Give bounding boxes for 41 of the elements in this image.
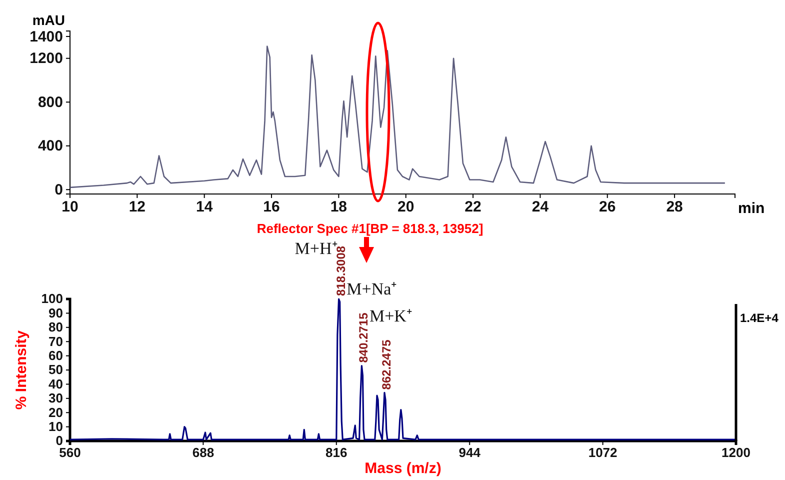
y-tick-label: 60	[48, 348, 63, 363]
text: 1.4E+4	[740, 311, 779, 325]
y-tick-label: 0	[54, 181, 63, 198]
x-tick-label: 816	[326, 445, 348, 460]
y-axis-title: % Intensity	[13, 330, 30, 410]
x-tick-label: 24	[532, 198, 550, 216]
line-series	[69, 46, 726, 188]
x-tick-label: 22	[464, 198, 482, 216]
chart-title: Reflector Spec #1[BP = 818.3, 13952]	[256, 221, 484, 236]
x-tick-label: 18	[330, 198, 348, 216]
text: M+Na⁺	[346, 280, 398, 299]
annotation: M+K⁺	[369, 306, 412, 326]
y-tick-label: 30	[48, 390, 63, 406]
x-tick-label: 14	[196, 198, 214, 216]
x-tick-label: 1072	[588, 445, 618, 460]
y-tick-label: 90	[48, 305, 63, 320]
y-tick-label: 100	[41, 291, 63, 306]
x-tick-label: 12	[128, 198, 146, 216]
y-tick-label: 1400	[30, 28, 63, 46]
line-series	[69, 298, 737, 440]
y-tick-label: 400	[38, 138, 63, 155]
y-tick-label: 800	[38, 94, 63, 111]
y-axis-title: mAU	[32, 12, 65, 28]
annotation: 862.2475	[379, 339, 394, 390]
y-tick-label: 20	[48, 404, 63, 420]
x-tick-label: 26	[599, 198, 616, 216]
annotation: 840.2715	[356, 312, 371, 363]
x-axis-title: min	[738, 200, 765, 217]
x-tick-label: 688	[192, 445, 214, 460]
y-tick-label: 40	[48, 376, 63, 392]
x-tick-label: 28	[666, 198, 683, 216]
x-tick-label: 1200	[722, 445, 750, 460]
y-tick-label: 70	[48, 334, 63, 349]
y-tick-label: 1200	[30, 50, 63, 68]
y-tick-label: 50	[48, 362, 63, 378]
x-tick-label: 16	[263, 198, 280, 216]
x-tick-label: 944	[458, 445, 482, 460]
x-axis-title: Mass (m/z)	[364, 460, 442, 477]
y-tick-label: 80	[48, 320, 63, 335]
x-tick-label: 20	[398, 198, 414, 216]
y-tick-label: 10	[48, 418, 63, 434]
